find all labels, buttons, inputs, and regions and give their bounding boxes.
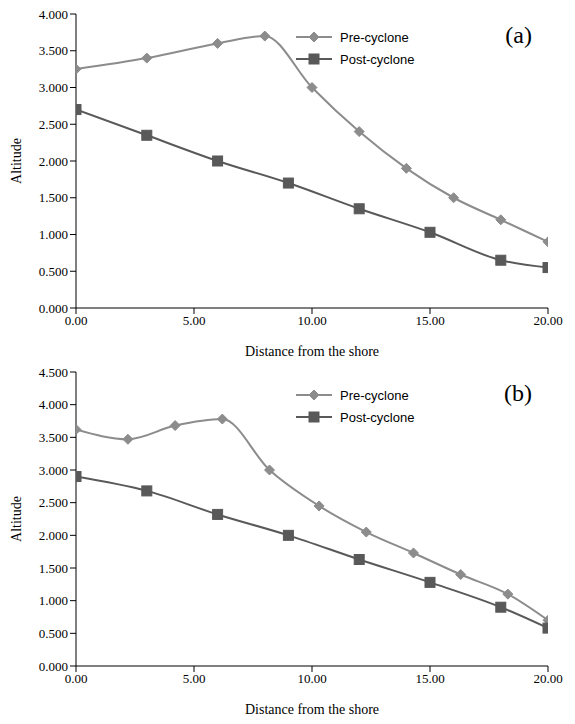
svg-text:0.00: 0.00 <box>65 313 88 328</box>
svg-text:3.500: 3.500 <box>39 43 68 58</box>
svg-text:Distance from the shore: Distance from the shore <box>245 702 379 716</box>
svg-text:3.000: 3.000 <box>39 463 68 478</box>
html-text:Post-cyclone: Post-cyclone <box>340 409 415 425</box>
svg-text:Altitude: Altitude <box>9 496 24 542</box>
svg-text:2.000: 2.000 <box>39 528 68 543</box>
svg-text:1.500: 1.500 <box>39 561 68 576</box>
svg-text:1.500: 1.500 <box>39 190 68 205</box>
svg-text:2.500: 2.500 <box>39 495 68 510</box>
svg-text:3.500: 3.500 <box>39 430 68 445</box>
svg-text:0.000: 0.000 <box>39 659 68 674</box>
svg-text:4.000: 4.000 <box>39 7 68 22</box>
svg-text:0.500: 0.500 <box>39 264 68 279</box>
html-text:(a): (a) <box>505 22 532 48</box>
svg-text:2.500: 2.500 <box>39 117 68 132</box>
svg-text:0.000: 0.000 <box>39 301 68 316</box>
svg-text:Altitude: Altitude <box>9 138 24 184</box>
svg-text:Distance from the shore: Distance from the shore <box>245 344 379 358</box>
svg-text:0.00: 0.00 <box>65 671 88 686</box>
html-text:Pre-cyclone: Pre-cyclone <box>340 387 409 403</box>
html-text:Post-cyclone: Post-cyclone <box>340 51 415 67</box>
svg-text:10.00: 10.00 <box>297 313 326 328</box>
html-text:Pre-cyclone: Pre-cyclone <box>340 29 409 45</box>
svg-text:3.000: 3.000 <box>39 80 68 95</box>
svg-text:4.500: 4.500 <box>39 365 68 380</box>
svg-text:15.00: 15.00 <box>415 313 444 328</box>
svg-text:10.00: 10.00 <box>297 671 326 686</box>
svg-text:4.000: 4.000 <box>39 397 68 412</box>
svg-text:5.00: 5.00 <box>183 671 206 686</box>
svg-text:1.000: 1.000 <box>39 227 68 242</box>
svg-text:15.00: 15.00 <box>415 671 444 686</box>
svg-text:0.500: 0.500 <box>39 626 68 641</box>
svg-text:1.000: 1.000 <box>39 593 68 608</box>
svg-text:20.00: 20.00 <box>533 671 562 686</box>
svg-text:20.00: 20.00 <box>533 313 562 328</box>
html-text:(b): (b) <box>504 380 532 406</box>
svg-text:2.000: 2.000 <box>39 154 68 169</box>
svg-text:5.00: 5.00 <box>183 313 206 328</box>
